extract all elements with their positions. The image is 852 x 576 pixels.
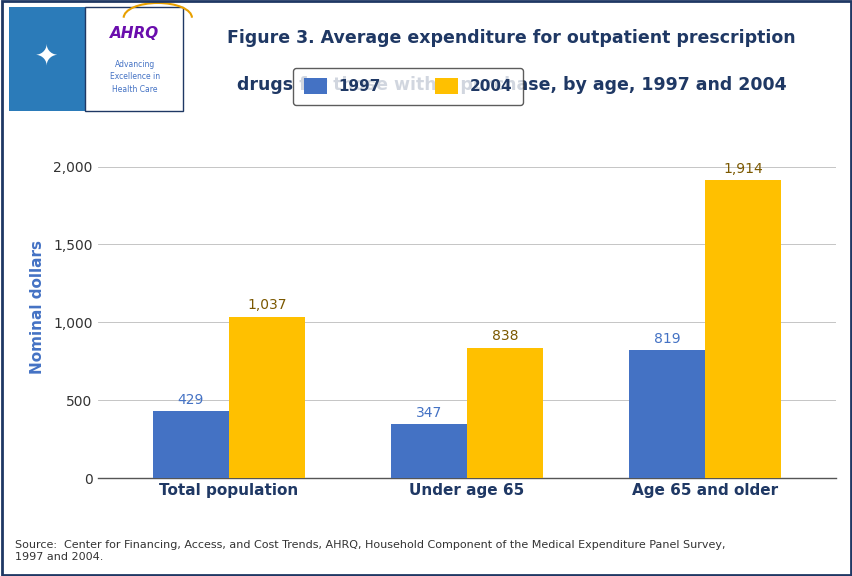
Bar [228, 317, 305, 478]
Text: 819: 819 [653, 332, 679, 346]
Text: Figure 3. Average expenditure for outpatient prescription: Figure 3. Average expenditure for outpat… [227, 29, 795, 47]
Text: 347: 347 [415, 406, 441, 420]
Text: drugs for those with a purchase, by age, 1997 and 2004: drugs for those with a purchase, by age,… [237, 76, 786, 94]
FancyBboxPatch shape [85, 7, 183, 111]
Text: 1,914: 1,914 [722, 161, 762, 176]
Text: 429: 429 [177, 393, 204, 407]
Legend: 1997, 2004: 1997, 2004 [292, 67, 522, 105]
Bar [705, 180, 780, 478]
Text: Advancing
Excellence in
Health Care: Advancing Excellence in Health Care [110, 60, 159, 94]
Bar [628, 350, 705, 478]
Bar [153, 411, 228, 478]
Y-axis label: Nominal dollars: Nominal dollars [30, 240, 44, 374]
FancyBboxPatch shape [9, 7, 85, 111]
Bar [467, 347, 543, 478]
Text: 1,037: 1,037 [247, 298, 286, 312]
Text: ✦: ✦ [35, 43, 59, 71]
Bar [390, 424, 467, 478]
Text: AHRQ: AHRQ [110, 25, 159, 40]
Text: Source:  Center for Financing, Access, and Cost Trends, AHRQ, Household Componen: Source: Center for Financing, Access, an… [15, 540, 725, 562]
Text: 838: 838 [492, 329, 518, 343]
